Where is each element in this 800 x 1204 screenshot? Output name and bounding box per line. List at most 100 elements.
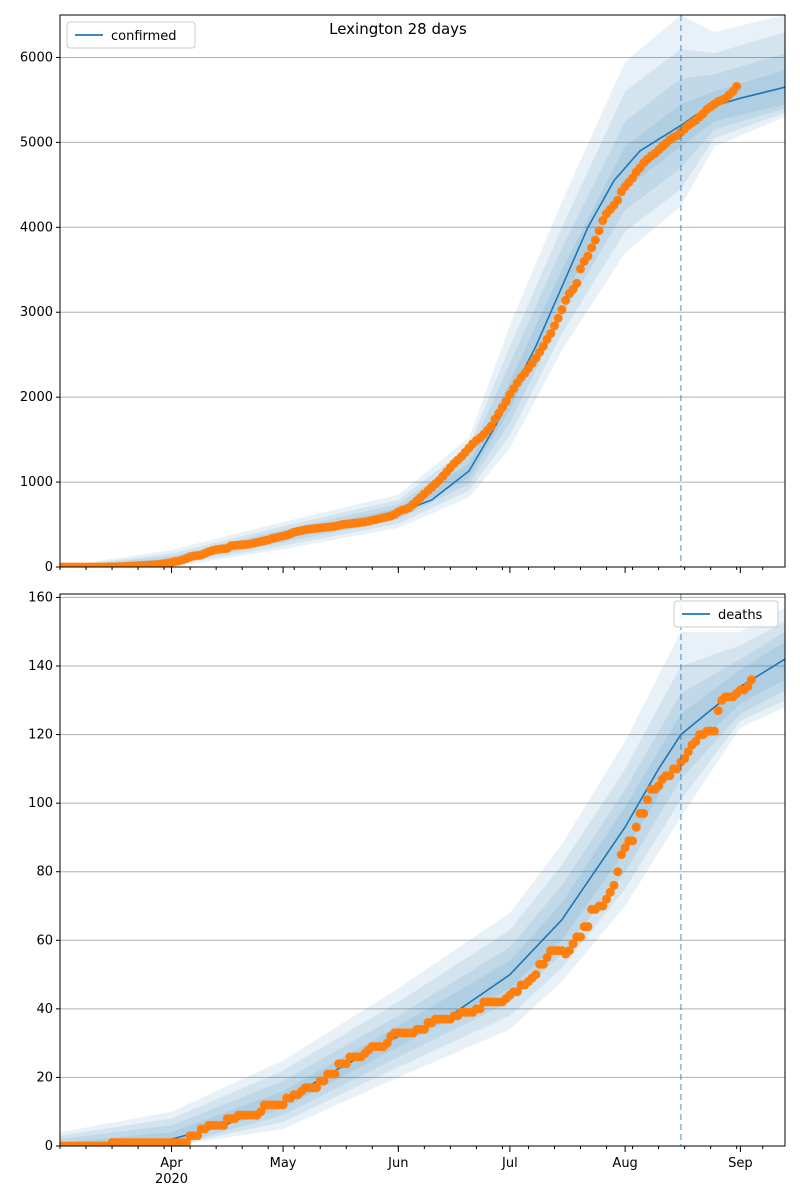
observed-point: [542, 952, 552, 962]
observed-point: [341, 1059, 351, 1069]
observed-point: [613, 195, 623, 205]
observed-point: [546, 328, 556, 338]
observed-point: [616, 850, 626, 860]
observed-point: [512, 987, 522, 997]
y-tick-label: 140: [28, 659, 53, 674]
observed-point: [193, 1131, 203, 1141]
observed-point: [583, 922, 593, 932]
observed-point: [475, 1004, 485, 1014]
observed-point: [330, 1069, 340, 1079]
observed-point: [598, 216, 608, 226]
observed-point: [713, 706, 723, 716]
y-tick-label: 160: [28, 590, 53, 605]
observed-point: [709, 726, 719, 736]
observed-point: [531, 970, 541, 980]
observed-point: [732, 81, 742, 91]
observed-point: [642, 795, 652, 805]
observed-point: [583, 251, 593, 261]
legend-label: confirmed: [111, 29, 177, 44]
observed-point: [587, 243, 597, 253]
observed-point: [683, 747, 693, 757]
uncertainty-band: [60, 53, 785, 567]
observed-point: [747, 675, 757, 685]
legend-box: [66, 21, 196, 49]
observed-point: [576, 932, 586, 942]
uncertainty-band: [60, 70, 785, 567]
observed-point: [319, 1076, 329, 1086]
observed-point: [549, 321, 559, 331]
y-tick-label: 5000: [20, 135, 53, 150]
y-tick-label: 2000: [20, 390, 53, 405]
observed-point: [628, 836, 638, 846]
axes-frame: [59, 593, 786, 1147]
y-tick-label: 3000: [20, 305, 53, 320]
observed-point: [181, 1138, 191, 1146]
observed-point: [613, 867, 623, 877]
y-tick-label: 1000: [20, 475, 53, 490]
y-tick-label: 0: [45, 560, 53, 575]
y-tick-label: 100: [28, 796, 53, 811]
x-tick-label: Apr: [160, 1156, 183, 1171]
x-tick-label: Jun: [387, 1156, 408, 1171]
y-tick-label: 60: [36, 933, 53, 948]
observed-point: [486, 421, 496, 431]
observed-point: [576, 264, 586, 274]
uncertainty-band: [60, 621, 785, 1146]
legend: confirmed: [66, 21, 196, 49]
observed-point: [557, 305, 567, 315]
observed-point: [564, 946, 574, 956]
uncertainty-band: [60, 631, 785, 1146]
uncertainty-band: [60, 607, 785, 1146]
observed-point: [219, 1120, 229, 1130]
figure-title: Lexington 28 days: [329, 20, 467, 38]
observed-point: [598, 901, 608, 911]
observed-point: [501, 396, 511, 406]
observed-point: [743, 682, 753, 692]
plot-area: [60, 594, 785, 1146]
axes-frame: [59, 14, 786, 568]
observed-point: [609, 880, 619, 890]
plot-area: [60, 15, 785, 567]
observed-point: [590, 235, 600, 245]
observed-point: [602, 894, 612, 904]
observed-point: [594, 226, 604, 236]
observed-point: [639, 808, 649, 818]
observed-point: [568, 939, 578, 949]
observed-point: [278, 1100, 288, 1110]
x-tick-label: Sep: [728, 1156, 753, 1171]
y-tick-label: 40: [36, 1002, 53, 1017]
legend: deaths: [673, 600, 779, 628]
x-tick-label: Aug: [612, 1156, 637, 1171]
legend-label: deaths: [718, 608, 763, 623]
observed-point: [691, 736, 701, 746]
y-tick-label: 20: [36, 1070, 53, 1085]
uncertainty-band: [60, 15, 785, 567]
y-tick-label: 0: [45, 1139, 53, 1154]
observed-point: [605, 887, 615, 897]
observed-point: [419, 1024, 429, 1034]
observed-point: [553, 313, 563, 323]
observed-point: [665, 771, 675, 781]
y-tick-label: 6000: [20, 50, 53, 65]
observed-point: [654, 781, 664, 791]
observed-point: [256, 1107, 266, 1117]
x-tick-label: Jul: [501, 1156, 518, 1171]
observed-point: [672, 764, 682, 774]
uncertainty-band: [60, 642, 785, 1146]
uncertainty-band: [60, 32, 785, 567]
legend-box: [673, 600, 779, 628]
observed-point: [312, 1083, 322, 1093]
observed-point: [538, 341, 548, 351]
observed-point: [382, 1038, 392, 1048]
y-tick-label: 80: [36, 865, 53, 880]
observed-point: [631, 822, 641, 832]
y-tick-label: 4000: [20, 220, 53, 235]
x-tick-label: May: [270, 1156, 297, 1171]
observed-point: [680, 754, 690, 764]
observed-point: [572, 278, 582, 288]
observed-point: [620, 843, 630, 853]
panel-1: 0 1000 2000 3000 4000 5000 6000 confirmed: [20, 14, 786, 575]
observed-point: [561, 295, 571, 305]
